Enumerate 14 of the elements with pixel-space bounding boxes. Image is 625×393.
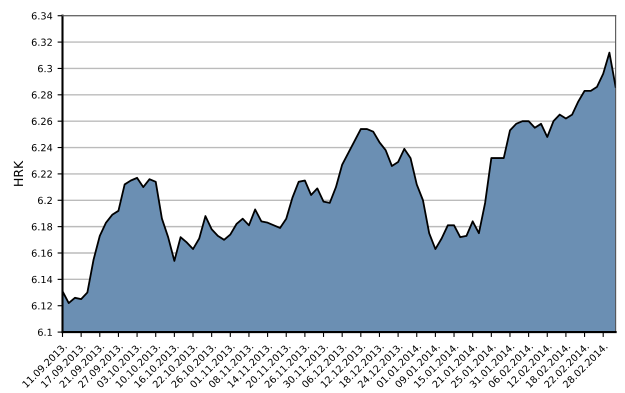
y-tick-label: 6.32	[32, 38, 52, 46]
y-tick-label: 6.14	[32, 276, 52, 284]
y-tick-label: 6.12	[32, 302, 52, 310]
y-tick-label: 6.3	[38, 64, 52, 72]
y-tick-label: 6.2	[38, 196, 52, 204]
y-tick-label: 6.16	[32, 249, 52, 257]
y-tick-label: 6.24	[32, 144, 52, 152]
y-tick-label: 6.26	[32, 118, 52, 126]
y-tick-label: 6.34	[32, 12, 52, 20]
y-axis-title: HRK	[14, 160, 23, 186]
y-tick-label: 6.18	[32, 223, 52, 230]
y-tick-label: 6.28	[32, 91, 52, 99]
y-tick-label: 6.22	[32, 170, 52, 178]
y-tick-label: 6.1	[38, 328, 52, 336]
